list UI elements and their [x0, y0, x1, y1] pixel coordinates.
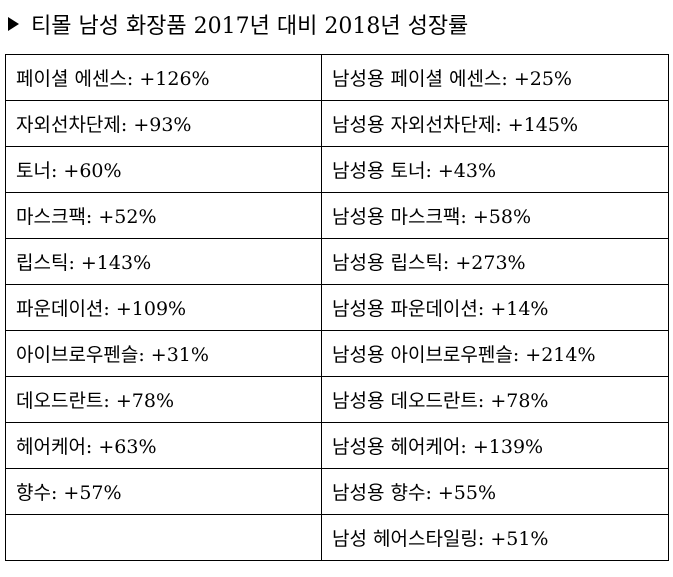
table-row: 마스크팩: +52% 남성용 마스크팩: +58%	[5, 192, 669, 239]
table-cell-men: 남성용 데오드란트: +78%	[321, 376, 669, 423]
table-cell-general: 립스틱: +143%	[5, 238, 322, 285]
table-cell-men: 남성용 페이셜 에센스: +25%	[321, 54, 669, 101]
table-row: 토너: +60% 남성용 토너: +43%	[5, 146, 669, 193]
table-cell-men: 남성용 헤어케어: +139%	[321, 422, 669, 469]
table-cell-men: 남성용 마스크팩: +58%	[321, 192, 669, 239]
table-cell-men: 남성용 파운데이션: +14%	[321, 284, 669, 331]
table-cell-men: 남성용 자외선차단제: +145%	[321, 100, 669, 147]
table-cell-general: 헤어케어: +63%	[5, 422, 322, 469]
table-row: 아이브로우펜슬: +31% 남성용 아이브로우펜슬: +214%	[5, 330, 669, 377]
triangle-bullet-icon	[8, 17, 19, 31]
table-row: 자외선차단제: +93% 남성용 자외선차단제: +145%	[5, 100, 669, 147]
table-row: 파운데이션: +109% 남성용 파운데이션: +14%	[5, 284, 669, 331]
table-row: 헤어케어: +63% 남성용 헤어케어: +139%	[5, 422, 669, 469]
table-cell-general: 페이셜 에센스: +126%	[5, 54, 322, 101]
growth-table: 페이셜 에센스: +126% 남성용 페이셜 에센스: +25% 자외선차단제:…	[5, 54, 669, 561]
table-cell-general: 파운데이션: +109%	[5, 284, 322, 331]
table-cell-men: 남성용 토너: +43%	[321, 146, 669, 193]
table-cell-general: 자외선차단제: +93%	[5, 100, 322, 147]
table-row: 향수: +57% 남성용 향수: +55%	[5, 468, 669, 515]
table-cell-men: 남성용 향수: +55%	[321, 468, 669, 515]
table-cell-men: 남성용 립스틱: +273%	[321, 238, 669, 285]
table-cell-general: 아이브로우펜슬: +31%	[5, 330, 322, 377]
table-cell-general: 토너: +60%	[5, 146, 322, 193]
table-cell-men: 남성용 아이브로우펜슬: +214%	[321, 330, 669, 377]
table-row: 립스틱: +143% 남성용 립스틱: +273%	[5, 238, 669, 285]
table-row: 페이셜 에센스: +126% 남성용 페이셜 에센스: +25%	[5, 54, 669, 101]
table-cell-general: 마스크팩: +52%	[5, 192, 322, 239]
table-row: 데오드란트: +78% 남성용 데오드란트: +78%	[5, 376, 669, 423]
table-cell-general: 데오드란트: +78%	[5, 376, 322, 423]
table-row: 남성 헤어스타일링: +51%	[5, 514, 669, 561]
table-cell-empty	[5, 514, 322, 561]
page-title: 티몰 남성 화장품 2017년 대비 2018년 성장률	[8, 4, 468, 44]
page-title-text: 티몰 남성 화장품 2017년 대비 2018년 성장률	[31, 14, 469, 39]
table-cell-general: 향수: +57%	[5, 468, 322, 515]
table-cell-men: 남성 헤어스타일링: +51%	[321, 514, 669, 561]
